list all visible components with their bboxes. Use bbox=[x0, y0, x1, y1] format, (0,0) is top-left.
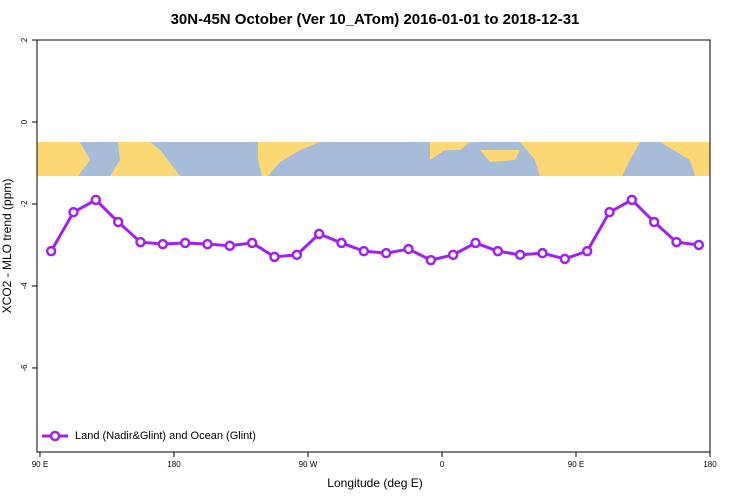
point bbox=[157, 238, 169, 250]
point bbox=[90, 194, 102, 206]
point bbox=[336, 237, 347, 249]
x-tick-label: 0 bbox=[440, 460, 445, 469]
point bbox=[514, 249, 526, 261]
point bbox=[135, 236, 146, 248]
point bbox=[291, 249, 303, 261]
x-tick-label: 180 bbox=[167, 460, 181, 469]
x-tick-label: 180 bbox=[703, 460, 717, 469]
y-tick-label: -2 bbox=[20, 200, 29, 208]
point bbox=[358, 245, 370, 257]
x-tick-label: 90 W bbox=[299, 460, 318, 469]
point bbox=[693, 239, 705, 251]
chart-title: 30N-45N October (Ver 10_ATom) 2016-01-01… bbox=[171, 11, 580, 28]
point bbox=[380, 247, 392, 259]
x-tick-label: 90 E bbox=[32, 460, 48, 469]
point bbox=[581, 245, 593, 257]
point bbox=[202, 238, 213, 250]
point bbox=[671, 236, 682, 248]
point bbox=[112, 216, 124, 228]
legend-label: Land (Nadir&Glint) and Ocean (Glint) bbox=[75, 430, 256, 442]
point bbox=[470, 237, 481, 249]
y-tick-label: -6 bbox=[20, 364, 29, 372]
point bbox=[425, 254, 437, 266]
x-tick-label: 90 E bbox=[568, 460, 584, 469]
point bbox=[648, 216, 660, 228]
point bbox=[604, 206, 615, 218]
point bbox=[313, 228, 325, 240]
legend-marker bbox=[49, 430, 61, 442]
point bbox=[224, 240, 236, 252]
series-line bbox=[49, 198, 700, 262]
point bbox=[45, 245, 57, 257]
point bbox=[626, 194, 638, 206]
point bbox=[447, 249, 459, 261]
map-band bbox=[37, 142, 710, 176]
point bbox=[68, 206, 79, 218]
y-tick-label: -4 bbox=[20, 282, 29, 290]
point bbox=[403, 243, 414, 255]
point bbox=[179, 237, 191, 249]
point bbox=[269, 251, 280, 263]
y-axis-label: XCO2 - MLO trend (ppm) bbox=[0, 179, 14, 314]
point bbox=[537, 247, 548, 259]
y-tick-label: 0 bbox=[20, 119, 29, 124]
point bbox=[246, 237, 258, 249]
plot-frame bbox=[36, 39, 711, 453]
x-axis-label: Longitude (deg E) bbox=[327, 476, 422, 490]
y-tick-label: 2 bbox=[20, 37, 29, 42]
point bbox=[559, 253, 571, 265]
point bbox=[492, 245, 504, 257]
